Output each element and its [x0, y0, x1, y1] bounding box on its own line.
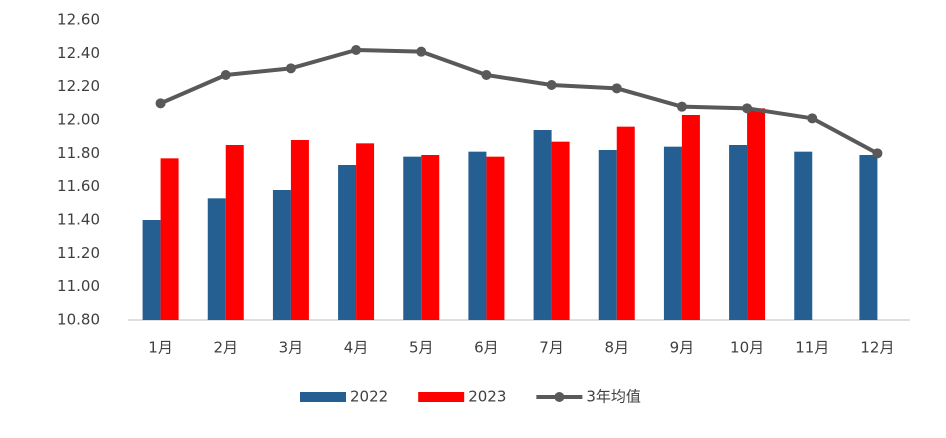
- bar: [616, 126, 635, 321]
- bar: [681, 115, 700, 320]
- bar: [207, 198, 226, 320]
- line-marker: [872, 148, 883, 159]
- bar: [729, 145, 748, 320]
- bar: [468, 151, 487, 320]
- y-tick-label: 10.80: [57, 311, 100, 329]
- x-tick-label: 4月: [344, 339, 369, 357]
- y-tick-label: 11.80: [57, 144, 100, 162]
- bar: [142, 220, 161, 320]
- x-tick-label: 11月: [795, 339, 829, 357]
- line-marker: [416, 46, 427, 57]
- x-tick-label: 5月: [409, 339, 434, 357]
- legend-label: 2022: [350, 388, 388, 406]
- legend-swatch: [300, 392, 346, 402]
- legend-label: 2023: [468, 388, 506, 406]
- bar: [551, 141, 570, 320]
- bar: [272, 190, 291, 320]
- x-tick-label: 10月: [730, 339, 764, 357]
- bar: [290, 140, 309, 320]
- line-marker: [220, 70, 231, 80]
- legend-label: 3年均值: [586, 388, 641, 406]
- line-marker: [676, 101, 687, 112]
- bar: [160, 158, 179, 320]
- line-marker: [546, 80, 557, 90]
- line-marker: [481, 70, 492, 80]
- bar: [747, 108, 766, 320]
- x-tick-label: 7月: [539, 339, 564, 357]
- bar: [533, 130, 552, 320]
- bar: [356, 143, 375, 320]
- legend-swatch: [554, 392, 565, 402]
- x-tick-label: 1月: [148, 339, 173, 357]
- x-tick-label: 6月: [474, 339, 499, 357]
- y-tick-label: 11.20: [57, 244, 100, 262]
- line-marker: [807, 113, 818, 124]
- line-marker: [351, 45, 362, 55]
- y-tick-label: 12.40: [57, 44, 100, 62]
- bar: [403, 156, 422, 320]
- x-tick-label: 3月: [279, 339, 304, 357]
- y-tick-label: 12.60: [57, 11, 100, 29]
- bar: [794, 151, 813, 320]
- line-marker: [742, 103, 753, 114]
- bar: [225, 145, 244, 320]
- line: [159, 48, 879, 156]
- x-tick-label: 9月: [670, 339, 695, 357]
- line-marker: [611, 83, 622, 94]
- bar: [486, 156, 505, 320]
- y-tick-label: 11.00: [57, 277, 100, 295]
- bar: [338, 165, 357, 320]
- y-tick-label: 12.20: [57, 77, 100, 95]
- y-tick-label: 11.60: [57, 177, 100, 195]
- x-tick-label: 12月: [860, 339, 894, 357]
- x-tick-label: 2月: [213, 339, 238, 357]
- x-tick-label: 8月: [604, 339, 629, 357]
- bar: [663, 146, 682, 320]
- legend-swatch: [418, 392, 465, 402]
- bar: [421, 155, 440, 320]
- y-tick-label: 11.40: [57, 211, 100, 229]
- y-tick-label: 12.00: [57, 111, 100, 129]
- bar: [598, 150, 617, 320]
- line-marker: [285, 63, 296, 74]
- line-marker: [155, 98, 166, 109]
- bar: [859, 155, 878, 320]
